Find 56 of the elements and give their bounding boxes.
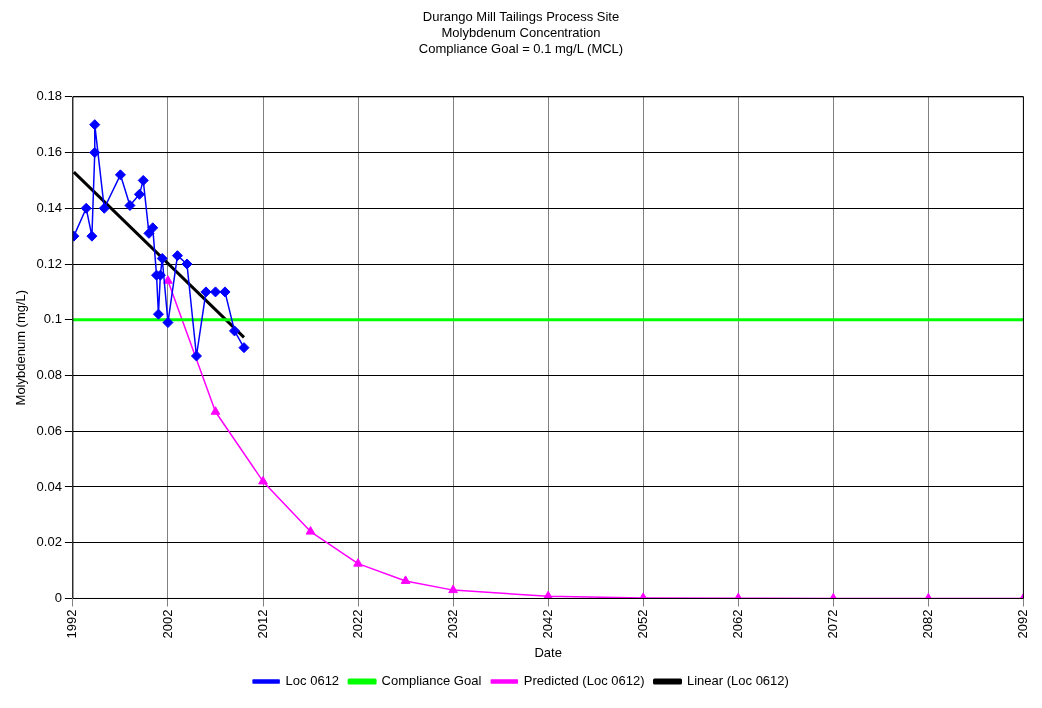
x-tick-label: 2012 bbox=[254, 609, 270, 639]
y-tick-label: 0.06 bbox=[36, 422, 62, 438]
x-tick-label: 2072 bbox=[824, 609, 840, 639]
point bbox=[210, 406, 221, 415]
text: Molybdenum Concentration bbox=[441, 24, 601, 40]
x-tick-label: 2042 bbox=[539, 609, 555, 639]
point bbox=[162, 317, 174, 329]
point bbox=[238, 342, 250, 354]
point bbox=[137, 174, 149, 186]
legend-label: Compliance Goal bbox=[381, 673, 482, 689]
y-tick-label: 0.08 bbox=[36, 367, 62, 383]
point bbox=[448, 584, 458, 594]
text: Compliance Goal = 0.1 mg/L (MCL) bbox=[418, 40, 624, 56]
x-tick-label: 2062 bbox=[729, 609, 745, 639]
x-tick-label: 2082 bbox=[919, 609, 935, 639]
point bbox=[156, 252, 168, 264]
point bbox=[190, 350, 202, 362]
legend-label: Loc 0612 bbox=[285, 673, 340, 689]
point bbox=[133, 188, 145, 200]
point bbox=[80, 202, 92, 214]
y-tick-label: 0.16 bbox=[36, 144, 62, 160]
x-tick-label: 2052 bbox=[634, 609, 650, 639]
point bbox=[353, 558, 363, 567]
y-tick-label: 0.14 bbox=[36, 199, 62, 215]
point bbox=[171, 250, 183, 262]
y-tick-label: 0 bbox=[54, 590, 62, 606]
point bbox=[228, 325, 240, 337]
x-tick-label: 2022 bbox=[349, 609, 365, 639]
point bbox=[200, 286, 212, 298]
y-tick-label: 0.1 bbox=[43, 311, 62, 327]
y-tick-label: 0.12 bbox=[36, 255, 62, 271]
x-tick-label: 2092 bbox=[1014, 609, 1030, 639]
point bbox=[219, 286, 231, 298]
point bbox=[86, 230, 98, 242]
y-tick-label: 0.18 bbox=[36, 88, 62, 104]
point bbox=[89, 147, 101, 159]
point bbox=[152, 308, 164, 320]
point bbox=[181, 258, 193, 270]
point bbox=[98, 202, 110, 214]
point bbox=[147, 222, 159, 234]
legend-label: Linear (Loc 0612) bbox=[686, 673, 789, 689]
y-tick-label: 0.02 bbox=[36, 534, 62, 550]
x-tick-label: 2002 bbox=[159, 609, 175, 639]
point bbox=[305, 526, 316, 535]
x-tick-label: 1992 bbox=[64, 609, 80, 639]
point bbox=[114, 169, 126, 181]
point bbox=[258, 475, 268, 485]
point bbox=[163, 275, 173, 284]
legend-label: Predicted (Loc 0612) bbox=[523, 673, 645, 689]
y-tick-label: 0.04 bbox=[36, 478, 62, 494]
x-axis-title: Date bbox=[534, 644, 562, 660]
point bbox=[400, 575, 411, 584]
x-tick-label: 2032 bbox=[444, 609, 460, 639]
point bbox=[124, 200, 136, 211]
y-axis-title: Molybdenum (mg/L) bbox=[13, 289, 29, 406]
text: Durango Mill Tailings Process Site bbox=[422, 9, 620, 25]
